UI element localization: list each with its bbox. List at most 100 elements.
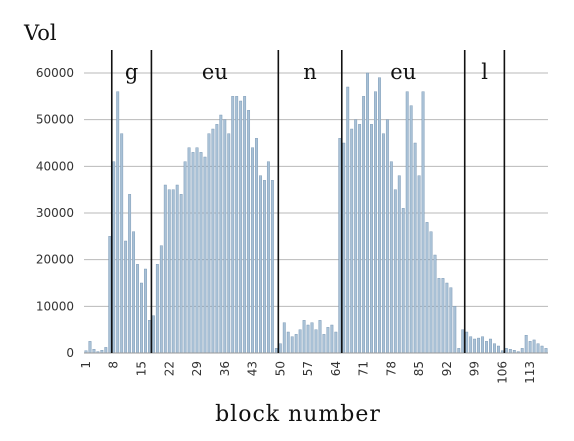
bar-77: [385, 119, 389, 354]
bar-98: [469, 336, 473, 354]
segment-labels: g eu n eu l: [125, 60, 488, 84]
bar-114: [532, 339, 536, 354]
bar-74: [374, 91, 377, 354]
bar-60: [318, 320, 322, 354]
x-tick-label-15: 15: [135, 361, 149, 376]
bar-89: [433, 254, 437, 354]
bar-7: [108, 236, 112, 354]
bar-54: [294, 334, 298, 354]
x-tick-label-106: 106: [495, 361, 509, 384]
bar-24: [175, 184, 179, 354]
bar-20: [159, 245, 163, 354]
bar-64: [334, 331, 338, 354]
segment-dividers: [110, 50, 506, 353]
bar-22: [167, 189, 171, 354]
bar-93: [449, 287, 453, 354]
bar-63: [330, 324, 334, 354]
bar-30: [199, 152, 203, 354]
x-axis-label: block number: [215, 402, 381, 427]
bar-38: [231, 96, 235, 354]
bar-61: [322, 334, 326, 354]
bar-103: [489, 338, 492, 354]
bar-28: [191, 152, 195, 354]
bar-101: [481, 336, 484, 354]
bar-90: [437, 278, 441, 354]
bar-52: [286, 331, 290, 354]
bar-34: [215, 124, 219, 354]
segment-label-3: eu: [390, 60, 416, 84]
bar-42: [247, 110, 251, 354]
bar-12: [128, 194, 132, 354]
bar-72: [366, 72, 369, 354]
bar-76: [381, 133, 385, 354]
x-tick-label-8: 8: [107, 361, 121, 369]
bar-84: [413, 142, 417, 354]
segment-label-2: n: [303, 60, 317, 84]
bar-43: [251, 147, 254, 354]
bar-67: [346, 86, 350, 354]
bar-53: [290, 336, 294, 354]
bar-116: [540, 345, 544, 354]
bar-112: [524, 335, 528, 354]
bar-15: [140, 282, 143, 354]
x-tick-label-64: 64: [329, 361, 343, 376]
x-tick-label-1: 1: [79, 361, 93, 369]
bar-68: [350, 128, 354, 354]
x-tick-label-50: 50: [273, 361, 287, 376]
x-tick-label-71: 71: [357, 361, 371, 376]
bar-19: [155, 264, 159, 354]
bar-117: [544, 348, 548, 354]
bar-16: [144, 268, 147, 354]
bar-73: [370, 124, 373, 354]
x-tick-label-36: 36: [218, 361, 232, 376]
x-tick-label-99: 99: [468, 361, 482, 376]
x-tick-label-29: 29: [190, 361, 204, 376]
segment-label-0: g: [125, 60, 138, 84]
bar-71: [362, 96, 366, 354]
bar-115: [536, 343, 540, 354]
bar-91: [441, 278, 445, 354]
bar-92: [445, 282, 449, 354]
bar-88: [429, 231, 433, 354]
segment-label-4: l: [481, 60, 488, 84]
bar-6: [104, 347, 108, 354]
bar-111: [520, 348, 524, 354]
bar-23: [171, 189, 175, 354]
bar-44: [255, 138, 258, 354]
bar-81: [401, 208, 405, 354]
bar-13: [132, 231, 135, 354]
y-axis-label: Vol: [23, 21, 57, 45]
bar-10: [120, 133, 124, 354]
bar-36: [223, 119, 227, 354]
bar-79: [393, 189, 397, 354]
bar-9: [116, 91, 120, 354]
bar-41: [243, 96, 247, 354]
bar-105: [497, 345, 500, 354]
bar-39: [235, 96, 239, 354]
segment-label-1: eu: [202, 60, 228, 84]
y-tick-label-40000: 40000: [36, 159, 74, 173]
bar-33: [211, 128, 215, 354]
y-tick-label-30000: 30000: [36, 206, 74, 220]
bar-108: [508, 349, 512, 354]
x-tick-label-22: 22: [162, 361, 176, 376]
bar-58: [310, 322, 314, 354]
bar-62: [326, 327, 330, 354]
bar-40: [239, 100, 243, 354]
bar-26: [183, 161, 187, 354]
bar-75: [378, 77, 381, 354]
bar-49: [274, 348, 278, 354]
y-tick-label-50000: 50000: [36, 113, 74, 127]
bar-66: [342, 142, 346, 354]
bar-37: [227, 133, 231, 354]
bar-56: [302, 320, 306, 354]
bar-31: [203, 156, 207, 354]
bar-85: [417, 175, 421, 354]
bar-8: [112, 161, 116, 354]
x-tick-label-43: 43: [246, 361, 260, 376]
bar-3: [92, 349, 96, 354]
bar-104: [493, 343, 496, 354]
bar-29: [195, 147, 199, 354]
bar-32: [207, 133, 211, 354]
